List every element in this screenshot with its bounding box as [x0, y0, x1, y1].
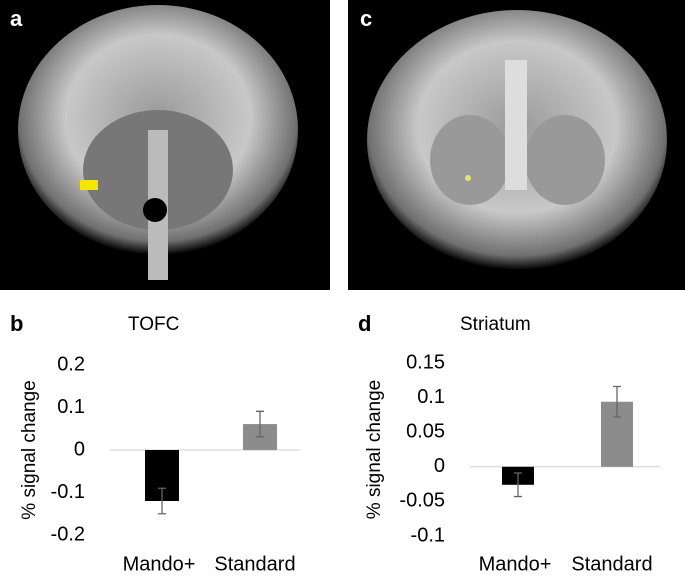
y-tick-label: 0 — [434, 455, 445, 477]
x-tick-label: Standard — [214, 553, 295, 575]
error-bar — [613, 385, 621, 418]
error-bar — [158, 487, 166, 515]
error-bar — [514, 472, 522, 498]
y-tick-label: -0.1 — [51, 481, 85, 503]
y-tick-label: 0.05 — [406, 420, 445, 442]
error-bar — [256, 410, 264, 438]
x-tick-label: Standard — [571, 553, 652, 575]
panel-label: b — [10, 311, 23, 336]
y-tick-label: -0.2 — [51, 523, 85, 545]
y-tick-label: 0.1 — [417, 386, 445, 408]
brain-image-a: a — [0, 0, 330, 290]
y-tick-label: 0 — [74, 438, 85, 460]
y-tick-label: 0.1 — [57, 396, 85, 418]
y-tick-label: 0.2 — [57, 353, 85, 375]
chart-title: TOFC — [128, 314, 179, 335]
chart-title: Striatum — [460, 314, 531, 335]
y-axis-label: % signal change — [364, 380, 385, 519]
brain-image-c: c — [348, 0, 685, 290]
y-tick-label: -0.1 — [411, 524, 445, 546]
x-tick-label: Mando+ — [479, 553, 552, 575]
y-tick-label: 0.15 — [406, 351, 445, 373]
x-tick-label: Mando+ — [123, 553, 196, 575]
panel-label: d — [358, 311, 371, 336]
y-tick-label: -0.05 — [399, 490, 445, 512]
panel-label: c — [360, 6, 372, 31]
y-axis-label: % signal change — [19, 380, 40, 519]
panel-label: a — [10, 6, 23, 31]
